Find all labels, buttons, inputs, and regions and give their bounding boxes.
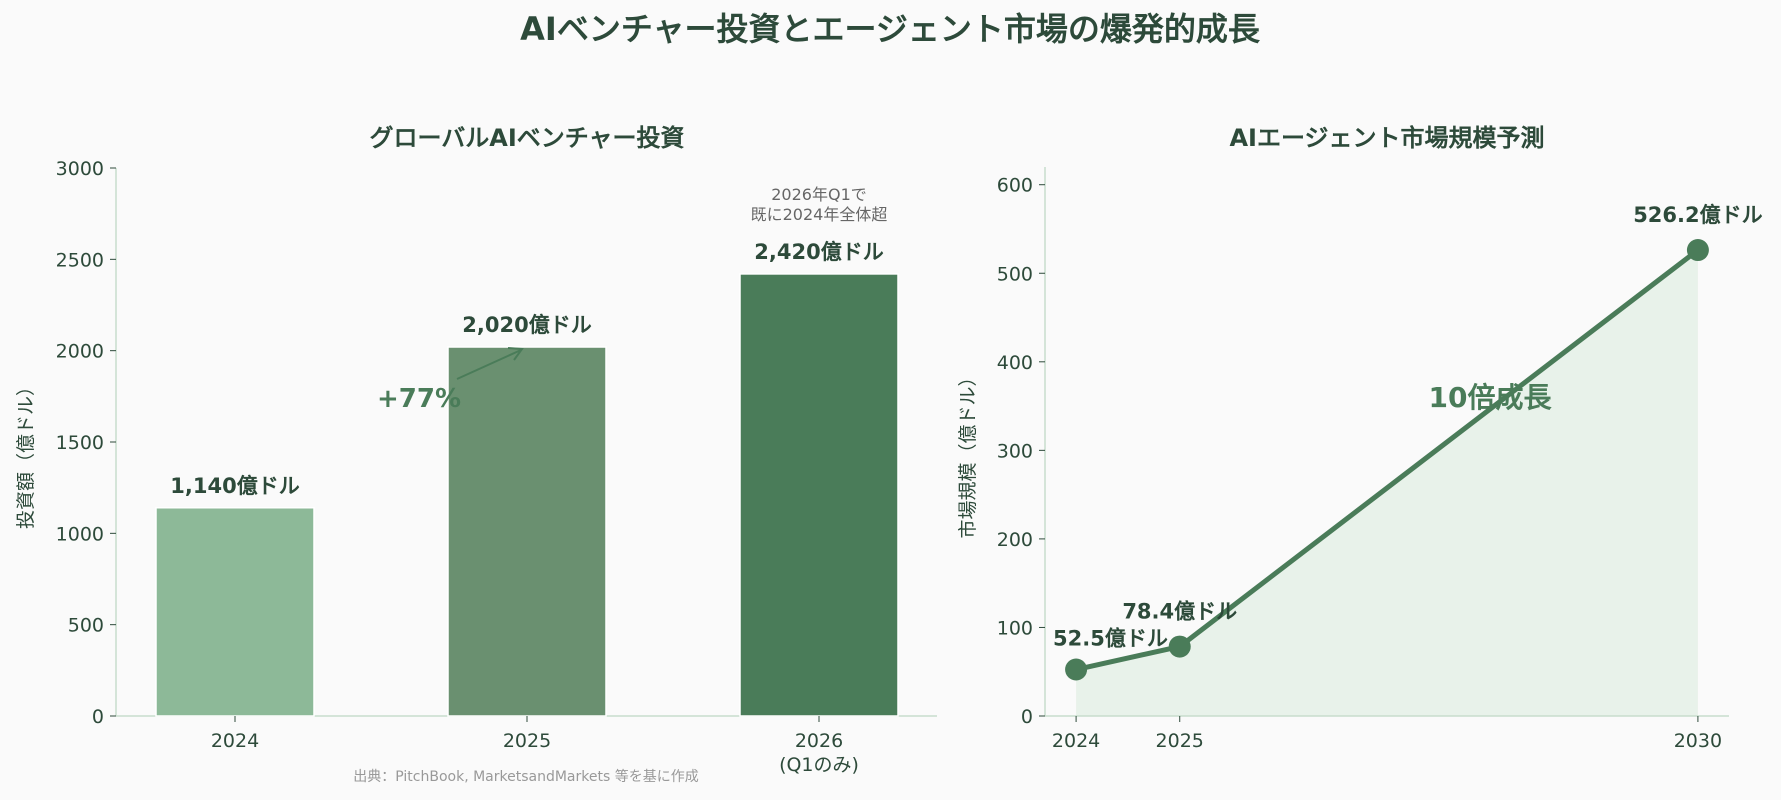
y-tick-label: 600 — [997, 175, 1033, 197]
bar-data-label: 1,140億ドル — [170, 474, 299, 498]
arrow-head-icon — [507, 347, 524, 361]
note-annotation: 2026年Q1で — [771, 185, 867, 204]
bar-1 — [447, 346, 607, 717]
x-tick-label: 2024 — [1052, 730, 1100, 752]
x-tick-label: 2024 — [211, 730, 259, 752]
y-tick-label: 0 — [92, 706, 104, 728]
x-tick-label: (Q1のみ) — [779, 754, 859, 776]
growth-annotation: 10倍成長 — [1429, 381, 1553, 414]
line-chart-ylabel: 市場規模（億ドル） — [957, 367, 979, 538]
y-tick-label: 2500 — [56, 249, 104, 271]
figure-title: AIベンチャー投資とエージェント市場の爆発的成長 — [520, 10, 1261, 48]
x-tick-label: 2026 — [795, 730, 843, 752]
growth-arrow — [456, 349, 522, 380]
bar-chart: グローバルAIベンチャー投資 投資額（億ドル） 0 500 1000 1500 2000… — [15, 124, 937, 776]
y-tick-label: 500 — [997, 263, 1033, 285]
note-annotation: 既に2024年全体超 — [751, 205, 888, 224]
x-tick-label: 2025 — [503, 730, 551, 752]
y-tick-label: 2000 — [56, 341, 104, 363]
source-note: 出典：PitchBook, MarketsandMarkets 等を基に作成 — [353, 768, 698, 785]
y-tick-label: 500 — [68, 615, 104, 637]
bar-chart-ylabel: 投資額（億ドル） — [15, 377, 37, 529]
y-tick-label: 200 — [997, 529, 1033, 551]
y-tick-label: 1000 — [56, 523, 104, 545]
y-tick-label: 3000 — [56, 158, 104, 180]
y-tick-label: 0 — [1021, 706, 1033, 728]
line-chart: AIエージェント市場規模予測 市場規模（億ドル） 0 100 200 300 400 50… — [957, 124, 1763, 752]
y-tick-label: 1500 — [56, 432, 104, 454]
line-chart-title: AIエージェント市場規模予測 — [1229, 124, 1544, 152]
bar-0 — [155, 507, 315, 717]
bar-data-label: 2,020億ドル — [462, 313, 591, 337]
data-point — [1686, 239, 1709, 262]
data-point — [1065, 658, 1088, 681]
y-tick-label: 400 — [997, 352, 1033, 374]
point-data-label: 52.5億ドル — [1053, 627, 1168, 651]
bar-2 — [739, 273, 899, 717]
y-tick-label: 300 — [997, 440, 1033, 462]
point-data-label: 526.2億ドル — [1633, 203, 1762, 227]
y-tick-label: 100 — [997, 617, 1033, 639]
x-tick-label: 2030 — [1674, 730, 1722, 752]
x-tick-label: 2025 — [1156, 730, 1204, 752]
bar-data-label: 2,420億ドル — [754, 240, 883, 264]
area-fill — [1076, 250, 1698, 716]
point-data-label: 78.4億ドル — [1122, 600, 1237, 624]
growth-annotation: +77% — [377, 384, 461, 414]
bar-chart-title: グローバルAIベンチャー投資 — [369, 124, 684, 152]
data-point — [1168, 635, 1191, 658]
